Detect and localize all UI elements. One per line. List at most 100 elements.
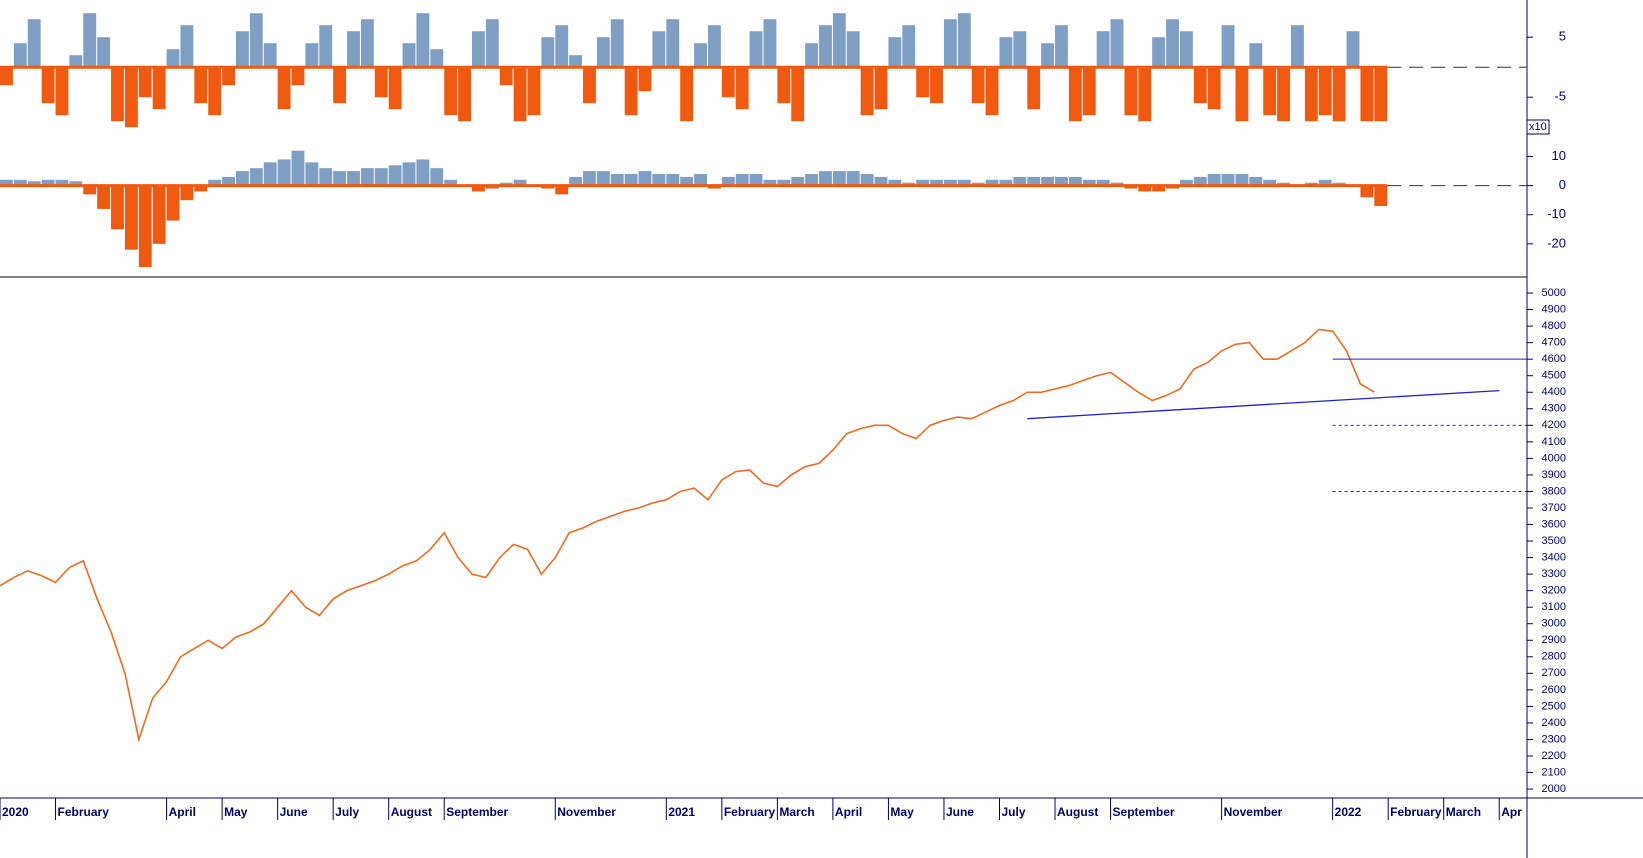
y-tick-label: -20: [1547, 235, 1566, 250]
bar: [638, 67, 652, 92]
bar: [305, 162, 319, 186]
bar: [138, 67, 152, 98]
bar: [194, 67, 208, 104]
x-tick-label: April: [835, 805, 862, 819]
bar: [569, 55, 583, 68]
y-tick-label: 3200: [1542, 585, 1566, 597]
scale-box: [1526, 119, 1550, 135]
bar: [430, 49, 444, 68]
bar: [430, 168, 444, 186]
bar: [485, 19, 499, 68]
bar: [735, 173, 749, 186]
bar: [1332, 67, 1346, 122]
bar: [1304, 67, 1318, 122]
bar: [735, 67, 749, 110]
bar: [1055, 176, 1068, 186]
bar: [555, 185, 569, 195]
y-tick-label: 4100: [1542, 436, 1566, 448]
bar: [388, 67, 402, 110]
x-tick-label: June: [946, 805, 974, 819]
bar: [999, 179, 1013, 186]
bar: [541, 37, 555, 68]
bar: [805, 173, 819, 186]
bar: [652, 173, 666, 186]
bar: [111, 185, 124, 230]
bar: [777, 179, 791, 186]
bar: [444, 179, 458, 186]
bar: [749, 173, 763, 186]
y-tick-label: 2800: [1542, 651, 1566, 663]
bar: [1138, 67, 1152, 122]
bar: [999, 37, 1013, 68]
bar: [1082, 67, 1096, 116]
bar: [263, 162, 277, 186]
y-tick-label: -10: [1547, 206, 1566, 221]
bar: [41, 179, 55, 186]
bar: [27, 19, 41, 68]
bar: [1152, 185, 1166, 192]
y-tick-label: 4400: [1542, 386, 1566, 398]
x-tick-label: February: [58, 805, 110, 819]
bar: [1041, 43, 1055, 68]
bar: [1041, 176, 1055, 186]
bar: [152, 185, 166, 244]
bar: [235, 171, 249, 186]
bar: [1082, 179, 1096, 186]
bar: [444, 67, 458, 116]
bar: [1096, 179, 1110, 186]
bar: [777, 67, 791, 104]
bar: [222, 67, 235, 86]
bar: [916, 179, 930, 186]
y-tick-label: 3700: [1542, 502, 1566, 514]
bar: [1068, 67, 1082, 122]
bar: [860, 67, 874, 116]
y-tick-label: 10: [1552, 148, 1566, 163]
bar: [1124, 67, 1138, 116]
bar: [610, 19, 624, 68]
bar: [166, 49, 180, 68]
bar: [1179, 31, 1193, 68]
bar: [888, 179, 902, 186]
x-tick-label: March: [1446, 805, 1481, 819]
y-tick-label: 3400: [1542, 551, 1566, 563]
bar: [305, 43, 319, 68]
bar: [458, 67, 471, 122]
bar: [138, 185, 152, 268]
bar: [791, 176, 805, 186]
bar: [347, 171, 360, 186]
x-tick-label: September: [1113, 805, 1175, 819]
x-tick-label: February: [724, 805, 776, 819]
bar: [721, 67, 735, 98]
bar: [652, 31, 666, 68]
bar: [513, 67, 527, 122]
bar: [1193, 176, 1207, 186]
bar: [888, 37, 902, 68]
bar: [569, 176, 583, 186]
bar: [930, 67, 943, 104]
x-tick-label: 2022: [1335, 805, 1362, 819]
y-tick-label: 2900: [1542, 634, 1566, 646]
bar: [347, 31, 360, 68]
bar: [1207, 67, 1221, 110]
bar: [1374, 67, 1388, 122]
y-tick-label: 2400: [1542, 717, 1566, 729]
bar: [69, 55, 83, 68]
x-tick-label: November: [557, 805, 616, 819]
y-tick-label: 3900: [1542, 469, 1566, 481]
bar: [902, 25, 916, 68]
bar: [846, 171, 860, 186]
y-tick-label: 4600: [1542, 353, 1566, 365]
bar: [1055, 25, 1068, 68]
x-tick-label: February: [1390, 805, 1442, 819]
bar: [83, 13, 97, 68]
x-tick-label: August: [1057, 805, 1098, 819]
y-tick-label: 4800: [1542, 320, 1566, 332]
bar: [499, 67, 513, 86]
bar: [1110, 19, 1124, 68]
bar: [235, 31, 249, 68]
y-tick-label: 2300: [1542, 733, 1566, 745]
bar: [624, 67, 638, 116]
bar: [83, 185, 97, 195]
bar: [1235, 173, 1249, 186]
